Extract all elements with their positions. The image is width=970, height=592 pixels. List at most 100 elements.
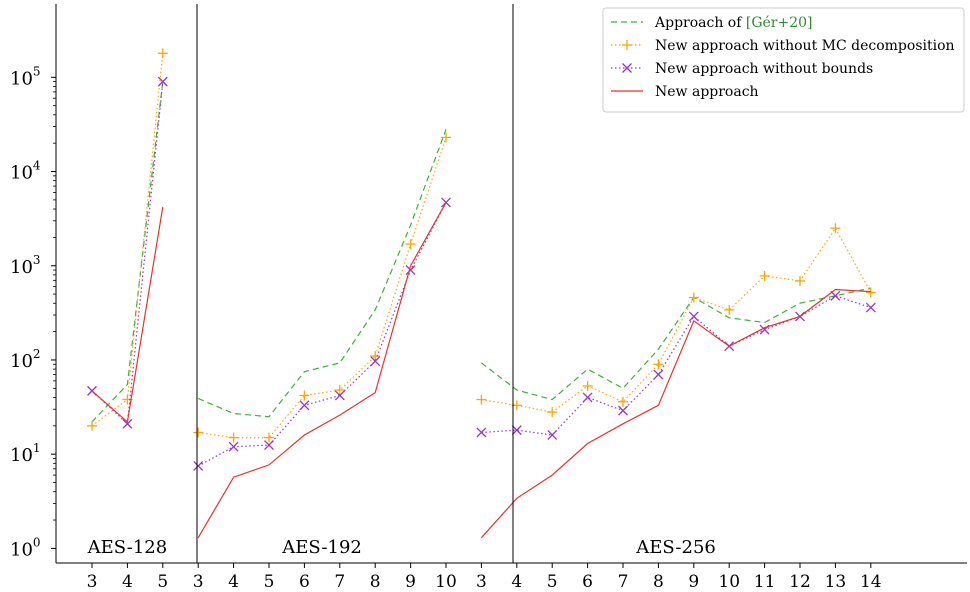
plus-marker	[618, 396, 628, 407]
plus-marker	[688, 292, 699, 303]
x-marker-b	[264, 440, 274, 451]
y-tick-base: 10	[10, 351, 33, 372]
x-marker-b	[87, 385, 97, 396]
series-line-aes-192-2	[198, 137, 447, 439]
x-tick-label: 13	[825, 572, 847, 592]
y-tick-exp: 0	[33, 535, 41, 549]
y-tick-label: 100	[10, 535, 41, 560]
x-marker-b	[476, 427, 487, 438]
x-marker-b	[157, 76, 168, 87]
plus-marker	[865, 287, 876, 298]
x-marker	[547, 429, 558, 440]
x-tick-label: 9	[688, 572, 699, 592]
x-tick-label: 9	[405, 572, 416, 592]
x-marker-b	[618, 405, 628, 416]
plus-marker	[157, 48, 168, 59]
y-tick-base: 10	[10, 163, 33, 184]
y-tick-exp: 1	[33, 441, 41, 455]
panel-label: AES-256	[635, 537, 716, 558]
x-marker-b	[334, 390, 345, 401]
legend-box	[602, 7, 965, 113]
x-marker-b	[582, 392, 593, 403]
legend-entry: New approach	[655, 84, 759, 100]
x-tick-label: 6	[299, 572, 310, 592]
plus-marker	[653, 359, 664, 370]
x-marker-b	[405, 265, 416, 276]
x-tick-label: 10	[718, 572, 740, 592]
x-tick-label: 5	[547, 572, 558, 592]
x-marker-b	[688, 311, 699, 322]
plus-marker	[370, 351, 381, 362]
x-tick-label: 8	[653, 572, 664, 592]
x-tick-label: 8	[370, 572, 381, 592]
x-marker	[264, 440, 274, 451]
x-marker-b	[370, 356, 381, 367]
x-marker-b	[511, 425, 522, 436]
x-marker	[228, 441, 239, 452]
x-tick-label: 4	[228, 572, 239, 592]
plus-marker	[476, 394, 487, 405]
x-tick-label: 4	[511, 572, 522, 592]
x-marker	[157, 76, 168, 87]
y-tick-label: 104	[10, 159, 41, 184]
legend-entry-text: Approach of	[654, 15, 746, 31]
x-tick-label: 3	[87, 572, 98, 592]
plus-marker	[547, 407, 558, 418]
x-marker-b	[830, 290, 841, 301]
x-marker-b	[547, 429, 558, 440]
plus-marker	[334, 385, 345, 396]
legend: Approach of [Gér+20] New approach without…	[602, 7, 965, 113]
y-tick-label: 101	[10, 441, 41, 466]
series-line-aes-256-3	[481, 295, 871, 436]
x-tick-label: 7	[334, 572, 345, 592]
plus-marker	[830, 223, 841, 234]
x-tick-label: 3	[476, 572, 487, 592]
x-marker-b	[299, 400, 310, 411]
plus-marker	[441, 132, 451, 143]
x-marker	[511, 425, 522, 436]
x-tick-label: 14	[860, 572, 882, 592]
series-line-aes-256-4	[480, 288, 871, 539]
x-tick-label: 5	[264, 572, 275, 592]
y-tick-exp: 5	[33, 64, 41, 78]
plus-marker	[582, 380, 593, 391]
y-tick-base: 10	[10, 445, 33, 466]
x-marker-b	[122, 418, 133, 429]
x-marker	[370, 356, 381, 367]
x-marker	[618, 405, 628, 416]
y-tick-base: 10	[10, 539, 33, 560]
series-line-aes-128-1	[91, 81, 164, 423]
y-tick-label: 105	[10, 64, 41, 89]
plus-marker	[193, 427, 204, 438]
plus-marker	[724, 304, 735, 315]
plus-marker	[405, 239, 416, 250]
y-tick-exp: 3	[33, 253, 41, 267]
x-marker	[582, 392, 593, 403]
x-marker	[688, 311, 699, 322]
plus-marker	[759, 270, 770, 281]
series-line-aes-192-4	[197, 202, 447, 539]
x-tick-label: 12	[789, 572, 811, 592]
x-marker-b	[193, 460, 204, 471]
plus-marker	[87, 420, 97, 431]
y-tick-exp: 4	[33, 159, 41, 173]
chart-marks	[87, 48, 876, 539]
x-marker-b	[653, 369, 664, 380]
x-tick-label: 6	[582, 572, 593, 592]
series-line-aes-192-1	[197, 129, 447, 418]
x-marker	[830, 290, 841, 301]
plus-marker	[299, 390, 310, 401]
panel-label: AES-128	[87, 537, 168, 558]
legend-entry: New approach without MC decomposition	[655, 38, 955, 54]
y-tick-base: 10	[10, 257, 33, 278]
legend-citation: [Gér+20]	[746, 15, 813, 31]
series-line-aes-256-2	[481, 227, 872, 413]
x-marker	[405, 265, 416, 276]
series-line-aes-128-4	[91, 206, 164, 424]
x-marker	[299, 400, 310, 411]
x-marker-b	[228, 441, 239, 452]
legend-entry: New approach without bounds	[655, 61, 873, 77]
x-marker	[122, 418, 133, 429]
x-tick-label: 5	[157, 572, 168, 592]
